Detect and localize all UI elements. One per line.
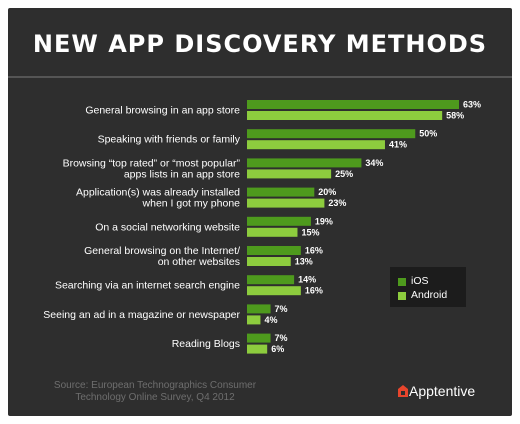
value-label: 23% <box>328 198 346 208</box>
source-line-2: Technology Online Survey, Q4 2012 <box>75 392 235 403</box>
category-label: Reading Blogs <box>172 338 240 350</box>
bar-ios <box>247 216 311 226</box>
category-label: Speaking with friends or family <box>98 134 241 146</box>
category-label: General browsing on the Internet/on othe… <box>84 245 240 268</box>
value-label: 25% <box>335 169 353 179</box>
category-label: Application(s) was already installed when… <box>76 187 240 210</box>
value-label: 63% <box>463 100 481 110</box>
legend: iOS Android <box>390 267 466 307</box>
value-label: 58% <box>446 111 464 121</box>
value-label: 13% <box>295 257 313 267</box>
value-label: 20% <box>318 187 336 197</box>
bar-android <box>247 169 332 179</box>
value-label: 7% <box>275 304 288 314</box>
value-label: 16% <box>305 286 323 296</box>
value-label: 50% <box>419 129 437 139</box>
value-label: 16% <box>305 246 323 256</box>
value-label: 41% <box>389 140 407 150</box>
legend-label-ios: iOS <box>411 275 429 287</box>
bar-android <box>247 111 443 120</box>
infographic-card: NEW APP DISCOVERY METHODS General browsi… <box>8 8 512 416</box>
bar-ios <box>247 246 301 255</box>
value-label: 34% <box>365 158 383 168</box>
bar-chart: General browsing in an app store 63%58% Sp… <box>43 100 481 355</box>
apptentive-logo-icon <box>398 385 408 397</box>
category-label: Seeing an ad in a magazine or newspaper <box>43 309 240 321</box>
title-divider <box>8 76 512 78</box>
bar-android <box>247 344 268 354</box>
android-swatch <box>398 292 406 300</box>
value-label: 15% <box>301 227 319 237</box>
bar-ios <box>247 100 459 109</box>
bar-android <box>247 198 325 208</box>
legend-label-android: Android <box>411 289 448 301</box>
page-title: NEW APP DISCOVERY METHODS <box>32 30 488 58</box>
value-label: 4% <box>264 315 277 325</box>
bar-ios <box>247 158 362 168</box>
bar-android <box>247 315 261 325</box>
bar-android <box>247 257 291 266</box>
value-label: 19% <box>315 216 333 226</box>
ios-swatch <box>398 278 406 286</box>
category-label: Browsing “top rated” or “most popular” ap… <box>63 157 241 180</box>
bar-android <box>247 140 385 150</box>
category-label: General browsing in an app store <box>85 105 240 117</box>
bar-ios <box>247 275 295 285</box>
bar-ios <box>247 187 315 197</box>
bar-ios <box>247 333 271 343</box>
category-label: On a social networking website <box>95 221 240 233</box>
value-label: 7% <box>275 333 288 343</box>
bar-ios <box>247 129 416 139</box>
bar-ios <box>247 304 271 314</box>
bar-android <box>247 227 298 237</box>
value-label: 14% <box>298 275 316 285</box>
source-note: Source: European Technographics Consumer… <box>30 380 280 404</box>
category-label: Searching via an internet search engine <box>55 280 240 292</box>
value-label: 6% <box>271 344 284 354</box>
source-line-1: Source: European Technographics Consumer <box>53 380 257 391</box>
bar-android <box>247 286 301 296</box>
logo-text: Apptentive <box>409 383 476 399</box>
